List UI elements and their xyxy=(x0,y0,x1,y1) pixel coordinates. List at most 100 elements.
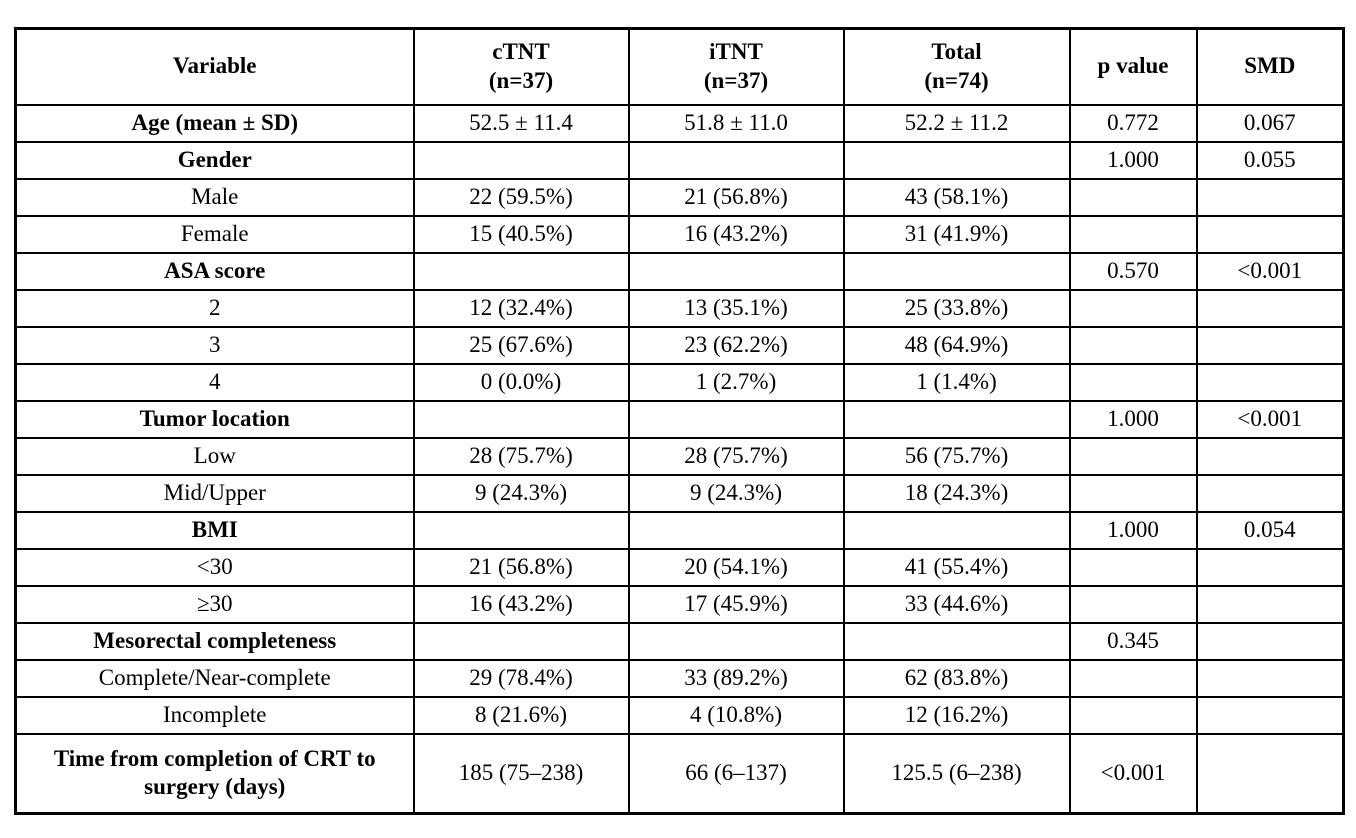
p-value-cell: 0.772 xyxy=(1068,103,1198,143)
p-value-cell xyxy=(1068,214,1198,254)
variable-cell: Male xyxy=(14,177,415,217)
ctnt-cell: 29 (78.4%) xyxy=(412,658,630,698)
ctnt-cell: 9 (24.3%) xyxy=(412,473,630,513)
p-value-cell: 1.000 xyxy=(1068,399,1198,439)
itnt-cell xyxy=(627,399,845,439)
total-cell: 56 (75.7%) xyxy=(842,436,1071,476)
p-value-cell xyxy=(1068,362,1198,402)
column-header-itnt: iTNT (n=37) xyxy=(627,27,845,106)
ctnt-cell: 12 (32.4%) xyxy=(412,288,630,328)
baseline-characteristics-table: Variable cTNT (n=37) iTNT (n=37) Total (… xyxy=(14,27,1345,815)
total-cell: 12 (16.2%) xyxy=(842,695,1071,735)
total-cell: 62 (83.8%) xyxy=(842,658,1071,698)
smd-cell xyxy=(1195,214,1345,254)
table-row-male: Male 22 (59.5%) 21 (56.8%) 43 (58.1%) xyxy=(14,177,1345,217)
itnt-cell: 1 (2.7%) xyxy=(627,362,845,402)
smd-cell xyxy=(1195,547,1345,587)
ctnt-cell: 28 (75.7%) xyxy=(412,436,630,476)
smd-cell xyxy=(1195,177,1345,217)
smd-cell xyxy=(1195,658,1345,698)
itnt-cell: 9 (24.3%) xyxy=(627,473,845,513)
total-cell xyxy=(842,140,1071,180)
ctnt-cell xyxy=(412,399,630,439)
itnt-cell: 28 (75.7%) xyxy=(627,436,845,476)
p-value-cell: 1.000 xyxy=(1068,140,1198,180)
smd-cell xyxy=(1195,436,1345,476)
table-row-asa-4: 4 0 (0.0%) 1 (2.7%) 1 (1.4%) xyxy=(14,362,1345,402)
ctnt-cell: 185 (75–238) xyxy=(412,732,630,815)
smd-cell: <0.001 xyxy=(1195,251,1345,291)
smd-cell xyxy=(1195,288,1345,328)
smd-cell: 0.055 xyxy=(1195,140,1345,180)
total-cell xyxy=(842,251,1071,291)
itnt-cell: 13 (35.1%) xyxy=(627,288,845,328)
smd-cell xyxy=(1195,732,1345,815)
table-row-incomplete: Incomplete 8 (21.6%) 4 (10.8%) 12 (16.2%… xyxy=(14,695,1345,735)
table-row-asa-3: 3 25 (67.6%) 23 (62.2%) 48 (64.9%) xyxy=(14,325,1345,365)
ctnt-cell: 15 (40.5%) xyxy=(412,214,630,254)
variable-cell: Age (mean ± SD) xyxy=(14,103,415,143)
smd-cell xyxy=(1195,325,1345,365)
p-value-cell xyxy=(1068,658,1198,698)
ctnt-cell xyxy=(412,621,630,661)
table-row-asa-score: ASA score 0.570 <0.001 xyxy=(14,251,1345,291)
p-value-cell xyxy=(1068,325,1198,365)
variable-cell: Mesorectal completeness xyxy=(14,621,415,661)
variable-cell: 4 xyxy=(14,362,415,402)
itnt-cell xyxy=(627,140,845,180)
smd-cell xyxy=(1195,621,1345,661)
smd-cell xyxy=(1195,584,1345,624)
total-cell: 43 (58.1%) xyxy=(842,177,1071,217)
p-value-cell: 0.345 xyxy=(1068,621,1198,661)
p-value-cell xyxy=(1068,288,1198,328)
variable-cell: Incomplete xyxy=(14,695,415,735)
itnt-cell: 21 (56.8%) xyxy=(627,177,845,217)
variable-cell: 3 xyxy=(14,325,415,365)
smd-cell xyxy=(1195,695,1345,735)
p-value-cell xyxy=(1068,695,1198,735)
itnt-cell: 17 (45.9%) xyxy=(627,584,845,624)
total-cell: 48 (64.9%) xyxy=(842,325,1071,365)
table-row-age: Age (mean ± SD) 52.5 ± 11.4 51.8 ± 11.0 … xyxy=(14,103,1345,143)
ctnt-cell: 21 (56.8%) xyxy=(412,547,630,587)
total-cell: 25 (33.8%) xyxy=(842,288,1071,328)
table-row-tumor-location: Tumor location 1.000 <0.001 xyxy=(14,399,1345,439)
baseline-characteristics-table-container: Variable cTNT (n=37) iTNT (n=37) Total (… xyxy=(14,27,1345,815)
table-row-asa-2: 2 12 (32.4%) 13 (35.1%) 25 (33.8%) xyxy=(14,288,1345,328)
ctnt-cell: 16 (43.2%) xyxy=(412,584,630,624)
variable-cell: Female xyxy=(14,214,415,254)
table-row-bmi: BMI 1.000 0.054 xyxy=(14,510,1345,550)
variable-cell: ASA score xyxy=(14,251,415,291)
header-row: Variable cTNT (n=37) iTNT (n=37) Total (… xyxy=(14,27,1345,106)
total-cell: 52.2 ± 11.2 xyxy=(842,103,1071,143)
itnt-cell: 16 (43.2%) xyxy=(627,214,845,254)
column-header-smd: SMD xyxy=(1195,27,1345,106)
ctnt-cell: 22 (59.5%) xyxy=(412,177,630,217)
column-header-p-value: p value xyxy=(1068,27,1198,106)
ctnt-cell: 52.5 ± 11.4 xyxy=(412,103,630,143)
itnt-cell: 66 (6–137) xyxy=(627,732,845,815)
total-cell xyxy=(842,399,1071,439)
p-value-cell xyxy=(1068,473,1198,513)
smd-cell: 0.054 xyxy=(1195,510,1345,550)
p-value-cell: 1.000 xyxy=(1068,510,1198,550)
p-value-cell: 0.570 xyxy=(1068,251,1198,291)
variable-cell: ≥30 xyxy=(14,584,415,624)
table-row-mid-upper: Mid/Upper 9 (24.3%) 9 (24.3%) 18 (24.3%) xyxy=(14,473,1345,513)
table-row-gender: Gender 1.000 0.055 xyxy=(14,140,1345,180)
variable-cell: Low xyxy=(14,436,415,476)
ctnt-cell xyxy=(412,140,630,180)
total-cell: 18 (24.3%) xyxy=(842,473,1071,513)
itnt-cell: 20 (54.1%) xyxy=(627,547,845,587)
variable-cell: Tumor location xyxy=(14,399,415,439)
total-cell: 31 (41.9%) xyxy=(842,214,1071,254)
table-row-female: Female 15 (40.5%) 16 (43.2%) 31 (41.9%) xyxy=(14,214,1345,254)
column-header-ctnt: cTNT (n=37) xyxy=(412,27,630,106)
itnt-cell xyxy=(627,510,845,550)
table-row-bmi-30-plus: ≥30 16 (43.2%) 17 (45.9%) 33 (44.6%) xyxy=(14,584,1345,624)
variable-cell: Gender xyxy=(14,140,415,180)
table-row-time-crt-to-surgery: Time from completion of CRT to surgery (… xyxy=(14,732,1345,815)
variable-cell: <30 xyxy=(14,547,415,587)
ctnt-cell: 8 (21.6%) xyxy=(412,695,630,735)
ctnt-cell: 25 (67.6%) xyxy=(412,325,630,365)
